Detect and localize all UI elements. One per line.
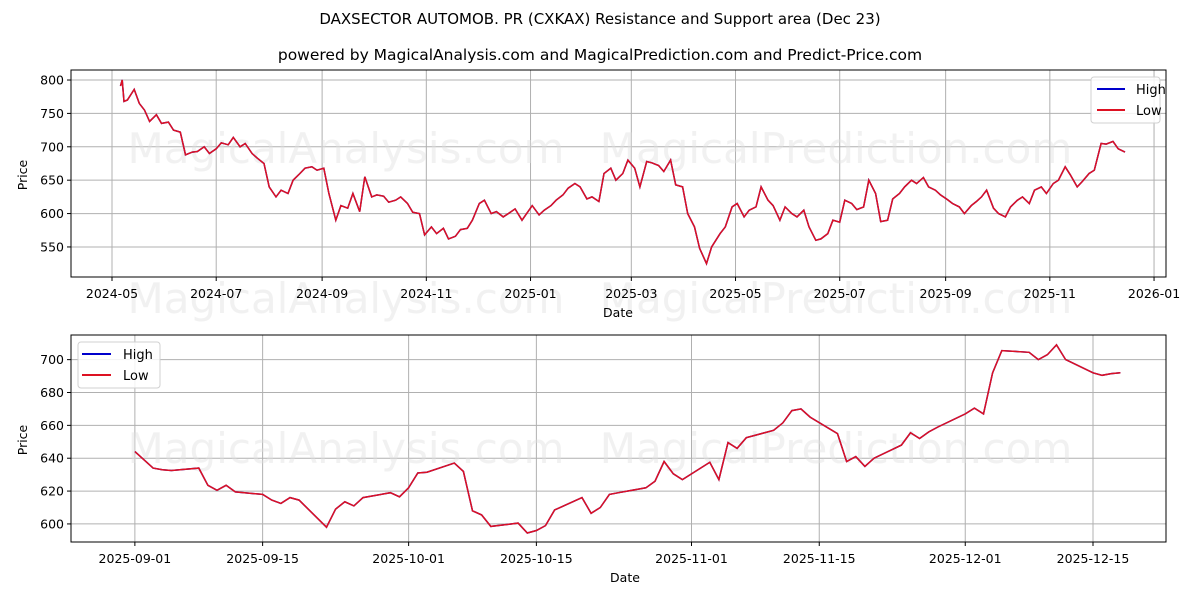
watermark-top-left: MagicalAnalysis.com: [128, 124, 565, 173]
y-tick-label: 800: [40, 73, 64, 88]
chart-title: DAXSECTOR AUTOMOB. PR (CXKAX) Resistance…: [319, 10, 881, 28]
watermark-top-right: MagicalPrediction.com: [600, 124, 1073, 173]
x-tick-label: 2025-03: [605, 286, 657, 301]
top-y-axis-label: Price: [15, 159, 30, 190]
x-tick-label: 2025-01: [504, 286, 556, 301]
y-tick-label: 750: [40, 106, 64, 121]
watermark-bottom-left: MagicalAnalysis.com: [128, 424, 565, 473]
y-tick-label: 600: [40, 516, 64, 531]
top-legend-low-label: Low: [1136, 104, 1162, 119]
x-tick-label: 2025-09: [920, 286, 972, 301]
watermark-mid-right: MagicalPrediction.com: [600, 274, 1073, 323]
bottom-low-line: [134, 343, 1121, 534]
x-tick-label: 2025-10-15: [500, 551, 573, 566]
x-tick-label: 2025-12-01: [929, 551, 1002, 566]
y-tick-label: 660: [40, 418, 64, 433]
y-tick-label: 650: [40, 173, 64, 188]
watermark-bottom-right: MagicalPrediction.com: [600, 424, 1073, 473]
bottom-legend-high-label: High: [123, 348, 153, 363]
bottom-y-axis-label: Price: [15, 424, 30, 455]
top-legend-high-label: High: [1136, 83, 1166, 98]
full-range-chart: MagicalAnalysis.com MagicalPrediction.co…: [15, 69, 1180, 323]
y-tick-label: 700: [40, 139, 64, 154]
x-tick-label: 2025-11-15: [783, 551, 856, 566]
x-tick-label: 2025-10-01: [372, 551, 445, 566]
x-tick-label: 2025-05: [709, 286, 761, 301]
chart-subtitle: powered by MagicalAnalysis.com and Magic…: [277, 46, 923, 64]
x-tick-label: 2024-09: [296, 286, 348, 301]
y-tick-label: 600: [40, 206, 64, 221]
top-tick-labels: 550 600 650 700 750 800 2024-05 2024-07 2024-09 2…: [40, 73, 1180, 301]
x-tick-label: 2025-07: [814, 286, 866, 301]
bottom-grid: [71, 335, 1166, 542]
x-tick-label: 2024-05: [86, 286, 138, 301]
y-tick-label: 620: [40, 484, 64, 499]
bottom-axes-frame: [70, 334, 1167, 543]
bottom-tick-labels: 600 620 640 660 680 700 2025-09-01 2025-09-15 20…: [40, 352, 1129, 566]
y-tick-label: 700: [40, 352, 64, 367]
y-tick-label: 640: [40, 451, 64, 466]
y-tick-label: 550: [40, 239, 64, 254]
x-tick-label: 2025-09-01: [99, 551, 172, 566]
top-x-axis-label: Date: [603, 305, 633, 320]
x-tick-label: 2025-11: [1024, 286, 1076, 301]
top-low-line: [119, 79, 1126, 266]
watermark-mid-left: MagicalAnalysis.com: [128, 274, 565, 323]
top-legend: High Low: [1090, 76, 1166, 124]
x-tick-label: 2026-01: [1128, 286, 1180, 301]
top-grid: [71, 70, 1166, 277]
bottom-x-axis-label: Date: [610, 570, 640, 585]
x-tick-label: 2025-11-01: [655, 551, 728, 566]
x-tick-label: 2024-11: [400, 286, 452, 301]
y-tick-label: 680: [40, 385, 64, 400]
bottom-legend: High Low: [77, 341, 161, 389]
zoomed-range-chart: MagicalAnalysis.com MagicalPrediction.co…: [15, 334, 1167, 585]
x-tick-label: 2025-12-15: [1057, 551, 1130, 566]
top-axes-frame: [70, 69, 1167, 278]
x-tick-label: 2024-07: [190, 286, 242, 301]
bottom-legend-low-label: Low: [123, 369, 149, 384]
x-tick-label: 2025-09-15: [226, 551, 299, 566]
